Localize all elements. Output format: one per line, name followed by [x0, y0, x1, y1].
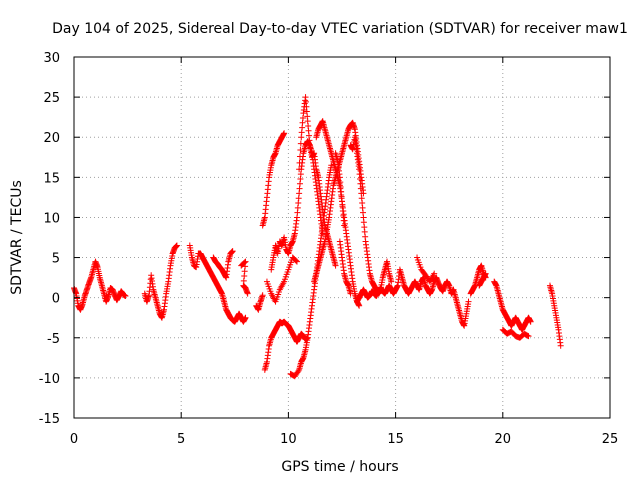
data-point-marker — [229, 248, 236, 255]
data-point-marker — [244, 290, 251, 297]
data-point-marker — [297, 140, 304, 147]
data-point-marker — [293, 257, 300, 264]
y-tick-label: 5 — [52, 252, 60, 267]
axis-ticks — [73, 56, 611, 419]
x-axis-label: GPS time / hours — [281, 459, 398, 475]
data-point-marker — [341, 222, 348, 229]
x-tick-label: 25 — [602, 432, 619, 447]
y-tick-label: 15 — [43, 171, 60, 186]
data-point-marker — [525, 333, 532, 340]
data-point-marker — [332, 262, 339, 269]
data-point-marker — [465, 298, 472, 305]
x-tick-label: 5 — [177, 432, 185, 447]
data-point-marker — [173, 242, 180, 249]
data-point-marker — [296, 166, 303, 173]
y-tick-label: 10 — [43, 211, 60, 226]
x-tick-label: 0 — [70, 432, 78, 447]
x-tick-label: 10 — [280, 432, 297, 447]
y-tick-label: 25 — [43, 91, 60, 106]
axis-tick-labels: 0 5 10 15 20 25 -15 -10 -5 0 5 10 15 20 25 30 — [39, 51, 619, 447]
y-tick-label: 20 — [43, 131, 60, 146]
y-axis-label: SDTVAR / TECUs — [9, 180, 25, 295]
data-point-marker — [296, 153, 303, 160]
y-tick-label: -5 — [47, 332, 60, 347]
data-point-marker — [295, 368, 302, 375]
data-point-marker — [242, 314, 249, 321]
x-tick-label: 15 — [387, 432, 404, 447]
x-tick-label: 20 — [495, 432, 512, 447]
data-point-marker — [281, 130, 288, 137]
data-point-marker — [297, 147, 304, 154]
y-tick-label: 0 — [52, 292, 60, 307]
data-points — [71, 94, 564, 380]
data-point-marker — [296, 159, 303, 166]
data-point-marker — [356, 302, 363, 309]
data-point-marker — [527, 318, 534, 325]
data-point-marker — [347, 290, 354, 297]
data-point-marker — [388, 278, 395, 285]
y-tick-label: -15 — [39, 412, 60, 427]
chart-title: Day 104 of 2025, Sidereal Day-to-day VTE… — [52, 21, 628, 37]
data-point-marker — [557, 342, 564, 349]
data-point-marker — [482, 270, 489, 277]
data-point-marker — [431, 270, 438, 277]
y-tick-label: -10 — [39, 372, 60, 387]
y-tick-label: 30 — [43, 51, 60, 66]
grid-lines — [74, 57, 610, 418]
data-point-marker — [259, 292, 266, 299]
data-point-marker — [122, 293, 129, 300]
plot-frame — [73, 56, 611, 419]
data-point-marker — [293, 258, 300, 265]
